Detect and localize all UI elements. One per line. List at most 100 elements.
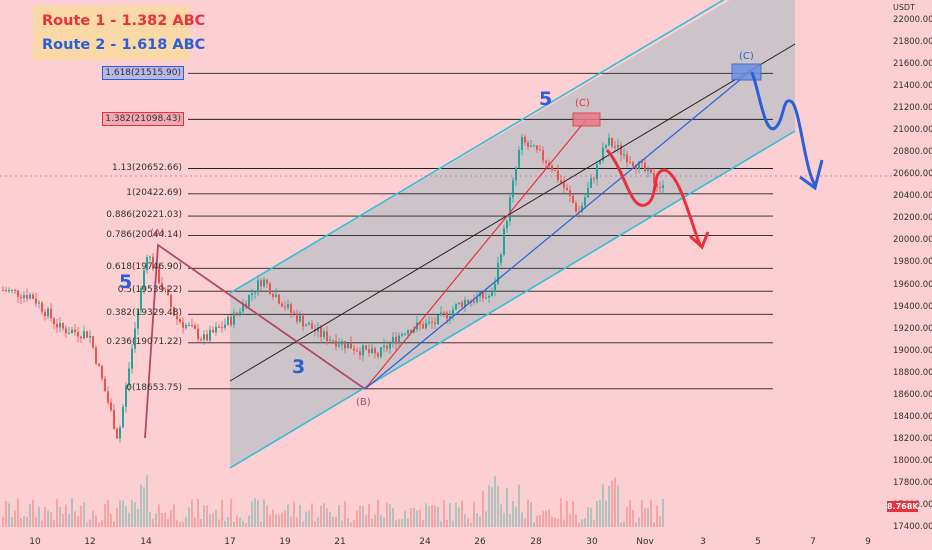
- candle-body: [356, 350, 358, 352]
- volume-bar: [347, 518, 349, 527]
- route1-arrow[interactable]: [605, 148, 702, 246]
- candle-body: [230, 316, 232, 325]
- wave-5-top-label: 5: [539, 88, 553, 110]
- candle-body: [383, 345, 385, 348]
- candle-body: [503, 228, 505, 255]
- volume-bar: [260, 521, 262, 527]
- candle-body: [284, 306, 286, 308]
- volume-bar: [662, 499, 664, 527]
- volume-bar: [161, 513, 163, 527]
- volume-bar: [296, 517, 298, 527]
- volume-bar: [41, 520, 43, 527]
- price-tick-label: 21600.00: [893, 59, 932, 70]
- volume-bar: [68, 514, 70, 527]
- candle-body: [95, 347, 97, 364]
- time-tick-label: 5: [755, 537, 761, 547]
- volume-bar: [44, 506, 46, 527]
- candle-body: [14, 289, 16, 291]
- candle-body: [650, 168, 652, 174]
- volume-bar: [359, 505, 361, 527]
- candle-body: [260, 280, 262, 287]
- volume-bar: [551, 516, 553, 527]
- candle-body: [497, 262, 499, 284]
- volume-bar: [575, 514, 577, 527]
- candle-body: [572, 195, 574, 203]
- fib-level-label: 0.236(19071.22): [106, 336, 182, 347]
- volume-bar: [653, 522, 655, 527]
- time-tick-label: 14: [140, 537, 152, 547]
- channel-lower-line[interactable]: [229, 130, 796, 469]
- volume-bar: [632, 510, 634, 527]
- candle-body: [614, 146, 616, 148]
- volume-bar: [572, 501, 574, 527]
- candle-body: [386, 345, 388, 349]
- candle-body: [164, 288, 166, 290]
- fib-level-label: 0.618(19746.90): [106, 262, 182, 273]
- wave-3-label: 3: [292, 356, 306, 378]
- candle-body: [287, 304, 289, 308]
- volume-bar: [200, 519, 202, 527]
- volume-bar: [488, 485, 490, 527]
- volume-bar: [323, 503, 325, 527]
- candle-body: [518, 149, 520, 168]
- volume-bar: [98, 522, 100, 527]
- volume-bar: [284, 510, 286, 527]
- abc-purple-path[interactable]: [144, 243, 366, 439]
- volume-bar: [395, 520, 397, 527]
- candle-body: [410, 330, 412, 333]
- volume-bar: [566, 500, 568, 527]
- candle-body: [44, 311, 46, 317]
- candle-body: [377, 353, 379, 357]
- volume-bar: [449, 502, 451, 527]
- volume-bar: [254, 498, 256, 527]
- route1-projection-line[interactable]: [364, 119, 587, 390]
- channel-upper-line[interactable]: [229, 0, 730, 294]
- candle-body: [104, 378, 106, 392]
- volume-bar: [626, 507, 628, 527]
- price-tick-label: 19800.00: [893, 257, 932, 268]
- volume-bar: [407, 518, 409, 527]
- volume-bar: [560, 498, 562, 527]
- volume-bar: [224, 520, 226, 527]
- candle-body: [32, 294, 34, 299]
- route2-projection-line[interactable]: [364, 69, 753, 390]
- candle-body: [626, 154, 628, 163]
- volume-bar: [440, 521, 442, 527]
- candle-body: [47, 308, 49, 317]
- volume-bar: [80, 505, 82, 527]
- c-blue-box: [731, 63, 762, 81]
- volume-bar: [434, 505, 436, 527]
- point-c-blue-label: (C): [739, 51, 754, 62]
- candle-body: [662, 185, 664, 188]
- candle-body: [119, 427, 121, 439]
- volume-bar: [506, 487, 508, 527]
- candle-body: [401, 334, 403, 336]
- candle-body: [461, 302, 463, 307]
- volume-bar: [152, 518, 154, 527]
- candle-body: [602, 147, 604, 161]
- candle-body: [200, 339, 202, 341]
- candle-body: [347, 343, 349, 349]
- route2-arrow[interactable]: [750, 71, 817, 186]
- volume-bar: [374, 514, 376, 527]
- candle-body: [299, 315, 301, 322]
- price-tick-label: 18200.00: [893, 433, 932, 444]
- volume-bar: [209, 514, 211, 527]
- candle-body: [140, 288, 142, 311]
- candle-body: [206, 334, 208, 341]
- candle-body: [554, 170, 556, 172]
- volume-bar: [26, 517, 28, 527]
- volume-bar: [239, 517, 241, 527]
- candle-body: [68, 333, 70, 335]
- time-tick-label: 3: [700, 537, 706, 547]
- volume-bar: [71, 498, 73, 527]
- channel-mid-line[interactable]: [229, 43, 796, 382]
- volume-bar: [362, 506, 364, 527]
- candle-body: [92, 336, 94, 348]
- volume-bar: [140, 484, 142, 527]
- candle-body: [566, 187, 568, 191]
- candle-body: [395, 336, 397, 344]
- candle-body: [440, 312, 442, 315]
- candle-body: [179, 319, 181, 323]
